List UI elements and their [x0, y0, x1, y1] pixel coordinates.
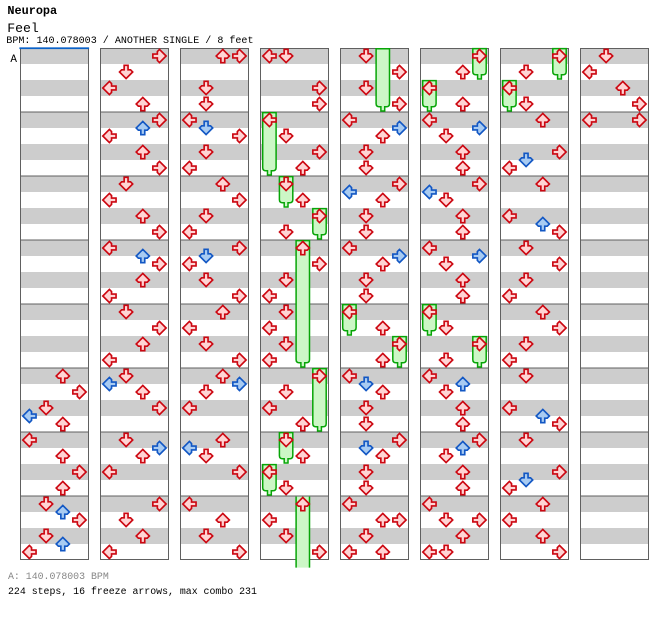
svg-text:A: 140.078003 BPM: A: 140.078003 BPM: [8, 571, 109, 582]
svg-text:Feel: Feel: [7, 21, 39, 36]
svg-text:224 steps, 16 freeze arrows, m: 224 steps, 16 freeze arrows, max combo 2…: [8, 586, 257, 597]
svg-text:A: A: [10, 54, 17, 66]
svg-text:Neuropa: Neuropa: [7, 4, 57, 18]
svg-text:BPM: 140.078003 / ANOTHER SING: BPM: 140.078003 / ANOTHER SINGLE / 8 fee…: [6, 35, 253, 47]
